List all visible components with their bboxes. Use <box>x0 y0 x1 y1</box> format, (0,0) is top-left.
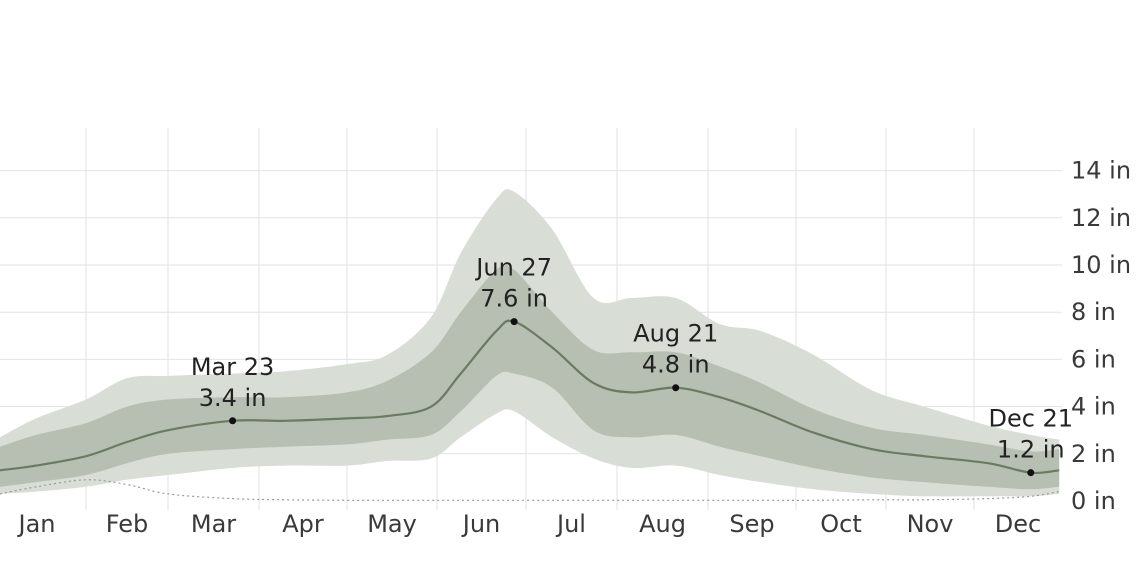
y-tick-label-12: 12 in <box>1071 204 1131 232</box>
x-tick-label-may: May <box>367 510 417 538</box>
x-tick-label-feb: Feb <box>106 510 149 538</box>
annotation-point-2 <box>672 384 680 392</box>
x-tick-label-nov: Nov <box>907 510 954 538</box>
annotation-point-0 <box>229 417 237 425</box>
annotation-value-2: 4.8 in <box>642 351 710 379</box>
band-25-75-percentile <box>0 264 1060 490</box>
x-tick-label-apr: Apr <box>282 510 324 538</box>
y-tick-label-14: 14 in <box>1071 157 1131 185</box>
annotation-date-2: Aug 21 <box>633 320 718 348</box>
annotation-value-1: 7.6 in <box>480 285 548 313</box>
y-tick-label-4: 4 in <box>1071 393 1116 421</box>
x-tick-label-sep: Sep <box>729 510 774 538</box>
x-tick-label-jan: Jan <box>17 510 56 538</box>
baseline-dotted-line <box>0 479 1060 501</box>
annotation-point-3 <box>1027 469 1035 477</box>
x-tick-label-dec: Dec <box>995 510 1041 538</box>
x-tick-label-aug: Aug <box>639 510 686 538</box>
axes: Jan Feb Mar Apr May Jun Jul Aug Sep Oct Nov Dec 0 in… <box>17 157 1132 538</box>
bands <box>0 189 1060 497</box>
y-tick-label-8: 8 in <box>1071 298 1116 326</box>
annotation-date-1: Jun 27 <box>474 254 552 282</box>
x-tick-label-oct: Oct <box>820 510 862 538</box>
y-tick-label-0: 0 in <box>1071 487 1116 515</box>
y-tick-label-6: 6 in <box>1071 345 1116 373</box>
x-tick-label-jun: Jun <box>461 510 501 538</box>
y-tick-label-2: 2 in <box>1071 440 1116 468</box>
annotation-value-0: 3.4 in <box>199 384 267 412</box>
x-tick-label-jul: Jul <box>555 510 586 538</box>
y-tick-label-10: 10 in <box>1071 251 1131 279</box>
x-tick-label-mar: Mar <box>191 510 236 538</box>
annotation-date-3: Dec 21 <box>988 405 1073 433</box>
annotation-point-1 <box>510 318 518 326</box>
annotation-value-3: 1.2 in <box>997 436 1065 464</box>
annotation-date-0: Mar 23 <box>191 353 274 381</box>
annotations: Mar 23 3.4 in Jun 27 7.6 in Aug 21 4.8 in Dec … <box>191 254 1073 477</box>
